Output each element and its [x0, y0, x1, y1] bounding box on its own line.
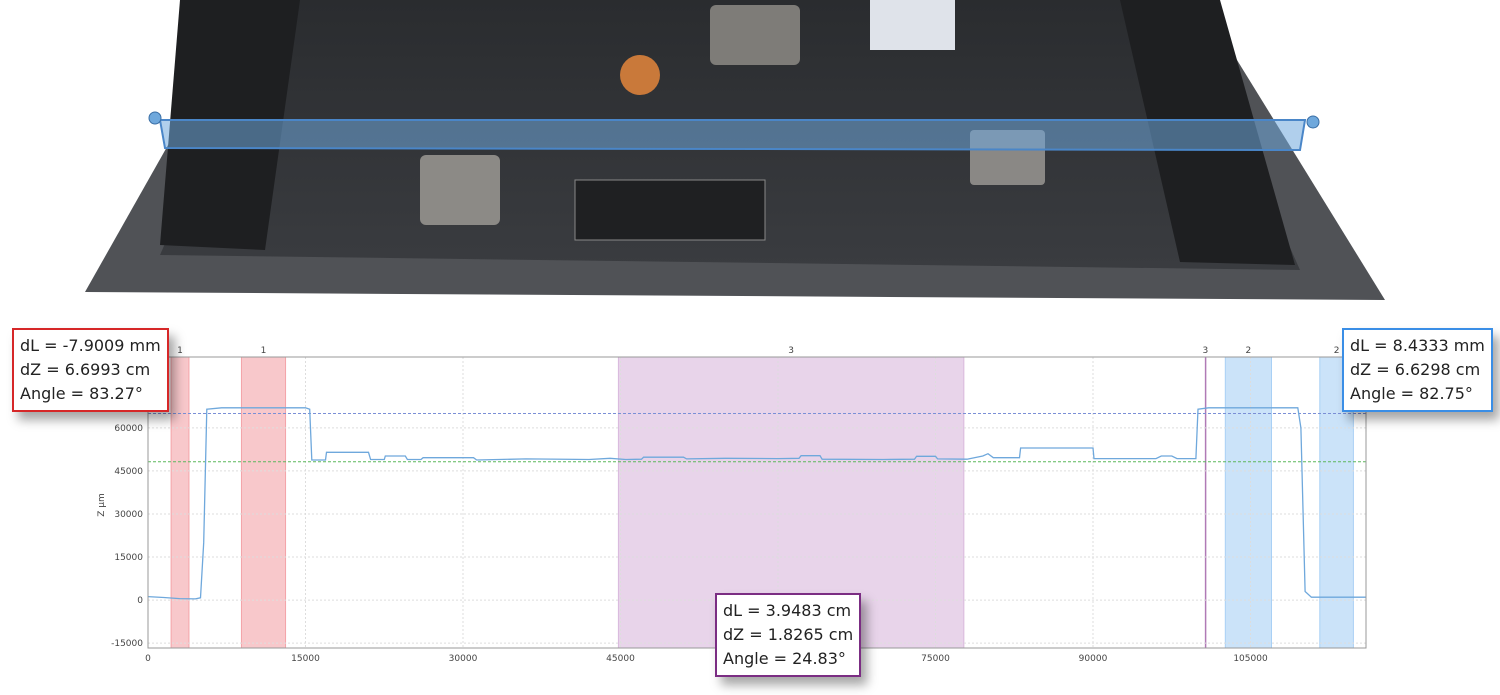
callout-angle: Angle = 83.27° — [20, 384, 143, 403]
y-tick-label: 0 — [137, 596, 143, 606]
profile-handle-right[interactable] — [1306, 115, 1320, 129]
x-tick-label: 90000 — [1079, 654, 1108, 664]
band-label: 3 — [1202, 346, 1208, 356]
qr-code — [870, 0, 955, 50]
band-label: 2 — [1246, 346, 1252, 356]
selection-band — [1204, 356, 1207, 649]
selection-band — [1224, 356, 1273, 649]
callout-dl: dL = 3.9483 cm — [723, 601, 852, 620]
callout-dl: dL = 8.4333 mm — [1350, 336, 1485, 355]
y-tick-label: -15000 — [111, 639, 143, 649]
callout-angle: Angle = 24.83° — [723, 649, 846, 668]
measurement-callout-blue: dL = 8.4333 mm dZ = 6.6298 cm Angle = 82… — [1342, 328, 1493, 412]
profile-handle-left[interactable] — [148, 111, 162, 125]
measurement-callout-purple: dL = 3.9483 cm dZ = 1.8265 cm Angle = 24… — [715, 593, 862, 677]
band-label: 2 — [1334, 346, 1340, 356]
callout-dz: dZ = 1.8265 cm — [723, 625, 854, 644]
band-label: 1 — [177, 346, 183, 356]
selection-band — [240, 356, 287, 649]
x-tick-label: 105000 — [1233, 654, 1268, 664]
y-axis-label: Z µm — [97, 493, 107, 517]
y-tick-label: 15000 — [114, 553, 143, 563]
inductor — [420, 155, 500, 225]
x-tick-label: 15000 — [291, 654, 320, 664]
x-tick-label: 75000 — [921, 654, 950, 664]
x-tick-label: 45000 — [606, 654, 635, 664]
callout-dz: dZ = 6.6993 cm — [20, 360, 151, 379]
selection-band — [170, 356, 190, 649]
connector — [574, 179, 766, 241]
pcb-photo — [85, 0, 1385, 300]
y-tick-label: 30000 — [114, 510, 143, 520]
profile-series-line — [147, 407, 1366, 600]
y-tick-label: 60000 — [114, 424, 143, 434]
band-label: 3 — [788, 346, 794, 356]
band-label: 1 — [261, 346, 267, 356]
measurement-callout-red: dL = -7.9009 mm dZ = 6.6993 cm Angle = 8… — [12, 328, 169, 412]
y-tick-label: 45000 — [114, 467, 143, 477]
mounting-hole — [620, 55, 660, 95]
x-tick-label: 30000 — [449, 654, 478, 664]
profile-line-plane[interactable] — [158, 119, 1307, 152]
inductor — [710, 5, 800, 65]
callout-angle: Angle = 82.75° — [1350, 384, 1473, 403]
callout-dz: dZ = 6.6298 cm — [1350, 360, 1481, 379]
x-tick-label: 0 — [145, 654, 151, 664]
callout-dl: dL = -7.9009 mm — [20, 336, 161, 355]
